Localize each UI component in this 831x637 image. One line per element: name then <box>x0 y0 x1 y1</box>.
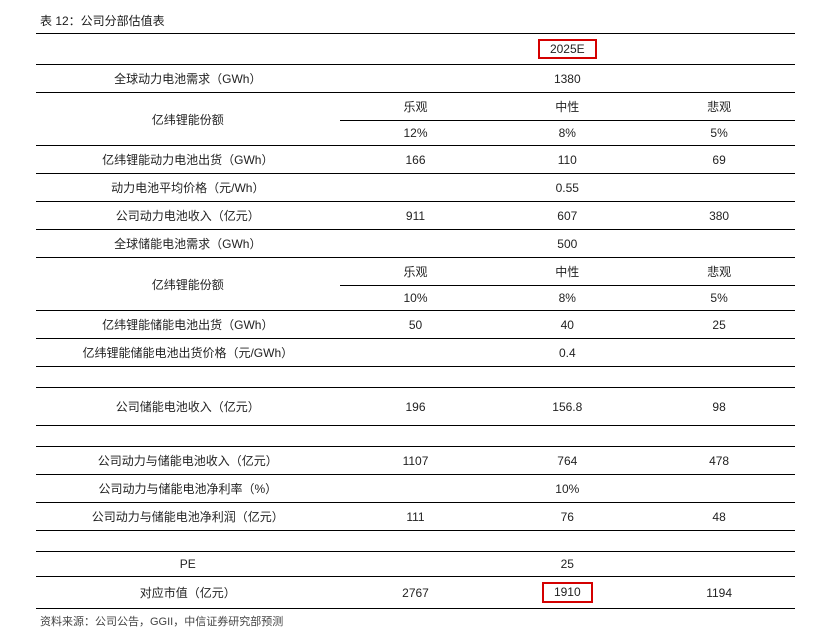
value: 0.4 <box>491 339 643 367</box>
value-neu: 40 <box>491 311 643 339</box>
row-global-demand: 全球动力电池需求（GWh） 1380 <box>36 65 795 93</box>
value-pes: 380 <box>643 202 795 230</box>
value-pes: 5% <box>643 121 795 146</box>
label: 公司动力与储能电池净利率（%） <box>36 475 340 503</box>
value-opt: 166 <box>340 146 492 174</box>
value-neu: 8% <box>491 121 643 146</box>
label: 亿纬锂能份额 <box>36 93 340 146</box>
spacer2 <box>36 426 795 447</box>
value-pes: 98 <box>643 388 795 426</box>
valuation-table-page: 表 12：公司分部估值表 2025E 全球动力电池需求（GWh） 1380 亿纬… <box>0 0 831 637</box>
label: 公司储能电池收入（亿元） <box>36 388 340 426</box>
source-note: 资料来源：公司公告，GGII，中信证券研究部预测 <box>36 609 795 629</box>
row-ess-ship: 亿纬锂能储能电池出货（GWh） 50 40 25 <box>36 311 795 339</box>
table-title: 表 12：公司分部估值表 <box>36 10 795 34</box>
value-neu: 110 <box>491 146 643 174</box>
row-ess-price: 亿纬锂能储能电池出货价格（元/GWh） 0.4 <box>36 339 795 367</box>
label: 亿纬锂能动力电池出货（GWh） <box>36 146 340 174</box>
label: PE <box>36 552 340 577</box>
scenario-pes: 悲观 <box>643 93 795 121</box>
value-neu: 607 <box>491 202 643 230</box>
row-ess-demand: 全球储能电池需求（GWh） 500 <box>36 230 795 258</box>
value-neu: 156.8 <box>491 388 643 426</box>
label: 公司动力与储能电池收入（亿元） <box>36 447 340 475</box>
value: 500 <box>491 230 643 258</box>
row-ev-ship: 亿纬锂能动力电池出货（GWh） 166 110 69 <box>36 146 795 174</box>
value-opt: 12% <box>340 121 492 146</box>
row-ess-rev: 公司储能电池收入（亿元） 196 156.8 98 <box>36 388 795 426</box>
year-cell: 2025E <box>491 34 643 65</box>
label: 公司动力电池收入（亿元） <box>36 202 340 230</box>
scenario-neu: 中性 <box>491 258 643 286</box>
valuation-table: 2025E 全球动力电池需求（GWh） 1380 亿纬锂能份额 乐观 中性 悲观… <box>36 34 795 609</box>
value-pes: 1194 <box>643 577 795 608</box>
scenario-neu: 中性 <box>491 93 643 121</box>
row-share2-scen: 亿纬锂能份额 乐观 中性 悲观 <box>36 258 795 286</box>
value: 1380 <box>491 65 643 93</box>
value-opt: 196 <box>340 388 492 426</box>
spacer <box>36 367 795 388</box>
label: 亿纬锂能储能电池出货价格（元/GWh） <box>36 339 340 367</box>
year-highlight: 2025E <box>538 39 597 59</box>
value-pes: 69 <box>643 146 795 174</box>
value-opt: 111 <box>340 503 492 531</box>
row-total-rev: 公司动力与储能电池收入（亿元） 1107 764 478 <box>36 447 795 475</box>
label: 全球动力电池需求（GWh） <box>36 65 340 93</box>
value-pes: 478 <box>643 447 795 475</box>
scenario-opt: 乐观 <box>340 93 492 121</box>
mktcap-neu-cell: 1910 <box>491 577 643 608</box>
scenario-opt: 乐观 <box>340 258 492 286</box>
value: 10% <box>491 475 643 503</box>
label: 公司动力与储能电池净利润（亿元） <box>36 503 340 531</box>
row-share1-scen: 亿纬锂能份额 乐观 中性 悲观 <box>36 93 795 121</box>
year-row: 2025E <box>36 34 795 65</box>
value-opt: 50 <box>340 311 492 339</box>
label: 对应市值（亿元） <box>36 577 340 608</box>
value: 0.55 <box>491 174 643 202</box>
row-pe: PE 25 <box>36 552 795 577</box>
value-neu: 764 <box>491 447 643 475</box>
row-mktcap: 对应市值（亿元） 2767 1910 1194 <box>36 577 795 608</box>
label: 亿纬锂能份额 <box>36 258 340 311</box>
row-avg-price: 动力电池平均价格（元/Wh） 0.55 <box>36 174 795 202</box>
value-opt: 1107 <box>340 447 492 475</box>
row-ev-rev: 公司动力电池收入（亿元） 911 607 380 <box>36 202 795 230</box>
value-opt: 10% <box>340 286 492 311</box>
value-neu: 76 <box>491 503 643 531</box>
label: 亿纬锂能储能电池出货（GWh） <box>36 311 340 339</box>
value-pes: 25 <box>643 311 795 339</box>
value-pes: 48 <box>643 503 795 531</box>
row-net-profit: 公司动力与储能电池净利润（亿元） 111 76 48 <box>36 503 795 531</box>
row-margin: 公司动力与储能电池净利率（%） 10% <box>36 475 795 503</box>
label: 动力电池平均价格（元/Wh） <box>36 174 340 202</box>
value-neu: 8% <box>491 286 643 311</box>
spacer3 <box>36 531 795 552</box>
scenario-pes: 悲观 <box>643 258 795 286</box>
value-opt: 911 <box>340 202 492 230</box>
value-pes: 5% <box>643 286 795 311</box>
value-opt: 2767 <box>340 577 492 608</box>
value: 25 <box>491 552 643 577</box>
label: 全球储能电池需求（GWh） <box>36 230 340 258</box>
